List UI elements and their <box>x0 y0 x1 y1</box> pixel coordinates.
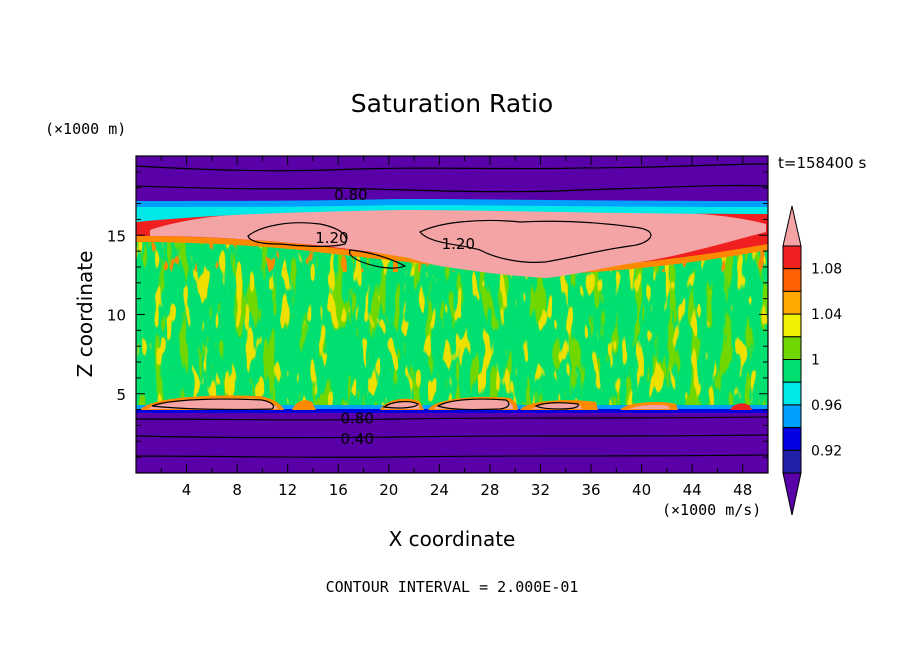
contour-label: 0.40 <box>340 430 373 448</box>
y-tick-label: 15 <box>107 227 126 245</box>
colorbar-swatch <box>782 290 802 315</box>
lower-dry-layer <box>136 412 768 473</box>
contour-upper-2 <box>136 184 768 193</box>
y-unit-label: (×1000 m) <box>45 120 126 138</box>
x-axis: 4 8 12 16 20 24 28 32 36 40 44 48 <box>160 156 752 499</box>
contour-cloud-b <box>419 219 652 263</box>
y-axis: 5 10 15 <box>107 171 768 458</box>
lower-cloud-patches <box>140 395 752 410</box>
contour-label: 0.80 <box>334 186 367 204</box>
contour-cloud-a <box>247 222 347 247</box>
contour-lower-patch-a <box>151 398 275 411</box>
x-tick-label: 16 <box>329 481 348 499</box>
x-tick-label: 8 <box>232 481 242 499</box>
colorbar-min-arrow <box>782 472 802 516</box>
colorbar-swatch <box>782 427 802 451</box>
contour-lower-3 <box>136 454 768 458</box>
colorbar: 0.92 0.96 1 1.04 1.08 <box>782 205 842 516</box>
x-tick-label: 28 <box>480 481 499 499</box>
colorbar-tick-label: 0.96 <box>811 398 842 414</box>
contour-lines <box>136 163 768 458</box>
contour-cloud-c <box>348 249 407 269</box>
x-tick-label: 4 <box>182 481 192 499</box>
upper-band-cyan <box>136 204 768 222</box>
x-axis-title: X coordinate <box>389 527 516 551</box>
contour-lower-patch-b <box>436 398 510 411</box>
contour-label: 1.20 <box>442 235 475 253</box>
plot-area: 0.80 1.20 1.20 0.80 0.40 <box>136 156 768 473</box>
colorbar-max-arrow <box>782 205 802 247</box>
x-tick-label: 36 <box>581 481 600 499</box>
colorbar-swatch <box>782 313 802 338</box>
contour-upper-1 <box>136 163 768 172</box>
contour-label: 0.80 <box>340 410 373 428</box>
x-tick-label: 32 <box>531 481 550 499</box>
colorbar-swatch <box>782 381 802 406</box>
y-tick-label: 5 <box>116 386 126 404</box>
upper-cloud-bulge <box>380 240 548 277</box>
contour-lower-patch-c <box>534 402 579 410</box>
x-tick-label: 40 <box>632 481 651 499</box>
y-axis-title: Z coordinate <box>73 251 97 378</box>
lower-band-blue <box>136 408 768 413</box>
x-tick-label: 44 <box>683 481 702 499</box>
colorbar-swatch <box>782 336 802 360</box>
contour-interval-note: CONTOUR INTERVAL = 2.000E-01 <box>326 578 579 596</box>
colorbar-swatch <box>782 449 802 474</box>
time-label: t=158400 s <box>778 154 866 172</box>
x-tick-label: 20 <box>379 481 398 499</box>
x-unit-label: (×1000 m/s) <box>662 501 761 519</box>
chart-title: Saturation Ratio <box>351 89 553 118</box>
y-tick-label: 10 <box>107 307 126 325</box>
contour-lower-1 <box>136 416 768 421</box>
contour-label-layer: 0.80 1.20 1.20 0.80 0.40 <box>315 186 475 448</box>
contour-label: 1.20 <box>315 229 348 247</box>
colorbar-swatch <box>782 245 802 270</box>
contour-lower-patch-d <box>382 401 419 409</box>
x-tick-label: 12 <box>278 481 297 499</box>
colorbar-swatch <box>782 268 802 292</box>
upper-dry-layer <box>136 156 768 201</box>
x-tick-label: 48 <box>733 481 752 499</box>
colorbar-tick-label: 0.92 <box>811 443 842 459</box>
colorbar-tick-label: 1.08 <box>811 262 842 278</box>
contour-lower-2 <box>136 434 768 439</box>
colorbar-swatch <box>782 359 802 383</box>
colorbar-swatch <box>782 404 802 429</box>
colorbar-tick-label: 1 <box>811 353 820 369</box>
x-tick-label: 24 <box>430 481 449 499</box>
colorbar-tick-label: 1.04 <box>811 307 842 323</box>
